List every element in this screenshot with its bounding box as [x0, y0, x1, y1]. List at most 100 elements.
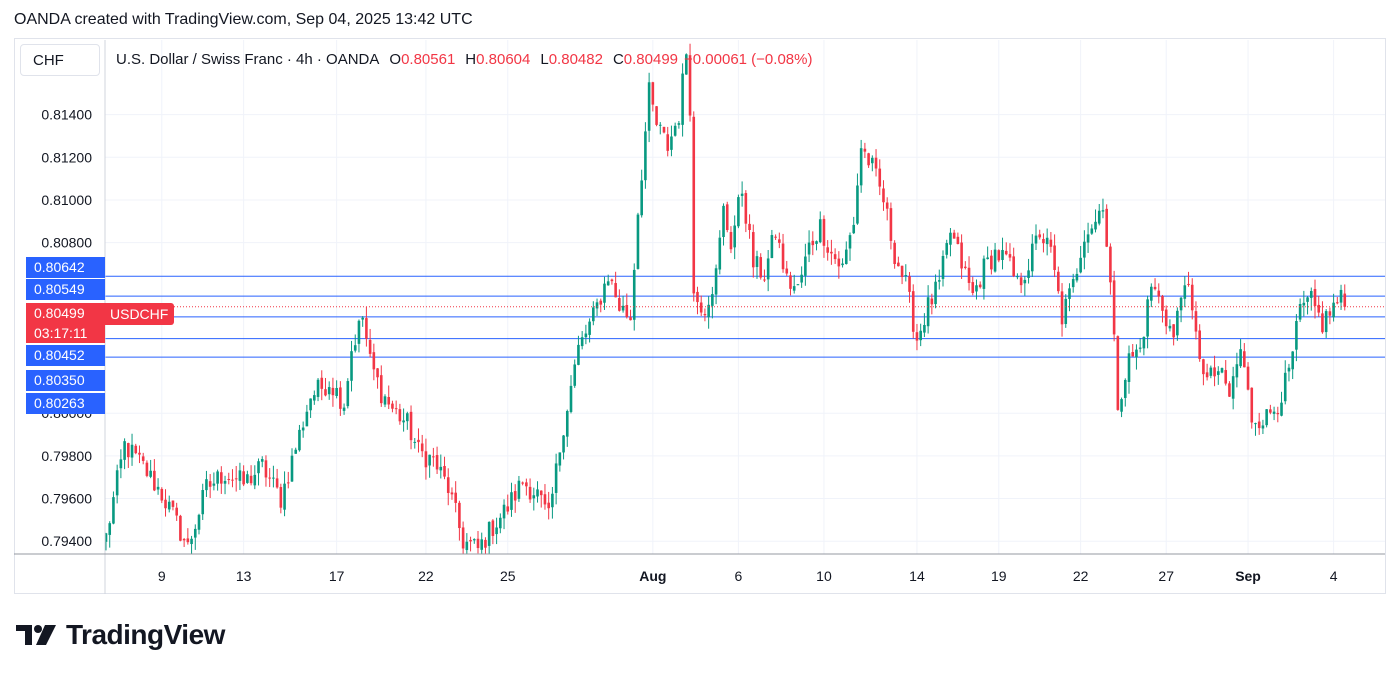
candle-body [990, 255, 993, 270]
candle-body [301, 427, 305, 431]
candle-body [692, 116, 696, 294]
candle [428, 454, 431, 478]
price-level-tag-3[interactable]: 0.80452 [26, 345, 105, 366]
candle-body [685, 54, 688, 75]
candle [1183, 276, 1187, 308]
price-level-tag-1[interactable]: 0.80642 [26, 257, 105, 278]
candle-body [1053, 245, 1056, 270]
candle [324, 377, 327, 397]
candle-body [551, 493, 554, 508]
candle [402, 408, 405, 432]
candle [365, 306, 368, 347]
candle-body [342, 407, 346, 411]
candle-body [525, 482, 528, 487]
price-level-tag-4[interactable]: 0.80350 [26, 370, 105, 391]
candle-body [279, 487, 283, 508]
candle-body [625, 304, 629, 318]
candle [1339, 284, 1343, 310]
y-tick-label: 0.81200 [41, 149, 92, 165]
x-tick-label: 4 [1330, 568, 1338, 584]
candle [1235, 352, 1239, 388]
candle-body [1228, 383, 1231, 397]
candle [160, 487, 164, 504]
candle [443, 456, 446, 480]
candle [818, 211, 822, 244]
candle [941, 250, 945, 287]
chart-frame[interactable] [14, 38, 1386, 594]
candle-body [934, 281, 937, 305]
candle-body [1254, 423, 1257, 425]
candle-body [1332, 302, 1335, 318]
candle [1060, 283, 1064, 337]
candle [417, 428, 420, 453]
candle-body [874, 157, 878, 169]
candle [766, 249, 770, 292]
candle-body [1001, 249, 1004, 260]
candle [264, 455, 268, 487]
candle [565, 409, 569, 447]
candle-body [856, 185, 859, 224]
candle-body [647, 82, 651, 131]
candle [1172, 324, 1175, 346]
candle-body [696, 291, 699, 303]
candle-body [1276, 412, 1280, 415]
candle-body [964, 266, 967, 268]
candle [629, 309, 632, 321]
candle [967, 256, 971, 291]
candle-body [193, 528, 197, 538]
candle-body [127, 443, 130, 458]
candle [1123, 378, 1127, 407]
candle [234, 466, 238, 492]
candle-body [1339, 289, 1343, 303]
candle-body [521, 482, 524, 484]
candle [309, 398, 312, 418]
candle [272, 465, 275, 488]
tradingview-logo[interactable]: TradingView [16, 619, 225, 651]
candle [249, 465, 253, 486]
price-level-tag-5[interactable]: 0.80263 [26, 393, 105, 414]
price-level-tag-2[interactable]: 0.80549 [26, 279, 105, 300]
candle [495, 517, 498, 545]
candle-body [331, 387, 335, 396]
candle [1324, 309, 1328, 338]
candle-body [242, 471, 245, 485]
candle [763, 269, 766, 283]
candle-body [558, 452, 562, 466]
candle [558, 452, 562, 472]
candle [1138, 337, 1142, 353]
candle [1045, 228, 1049, 256]
candle-body [487, 521, 491, 546]
candle [290, 448, 294, 483]
candle [476, 531, 480, 554]
candle [993, 242, 997, 273]
candle [502, 499, 506, 530]
candle [1146, 295, 1149, 349]
candle-body [298, 429, 301, 451]
candle-body [1269, 409, 1272, 413]
candle-body [1004, 250, 1008, 255]
candle-body [993, 249, 997, 272]
candlestick-chart[interactable]: 0.814000.812000.810000.808000.800000.798… [0, 0, 1400, 600]
candle [391, 400, 394, 413]
candle [298, 424, 301, 452]
candle [688, 43, 692, 122]
candle-body [982, 258, 986, 289]
candle [1276, 406, 1280, 423]
tradingview-logo-icon [16, 625, 56, 645]
candle-body [1265, 409, 1268, 426]
candle-body [1116, 336, 1120, 410]
candle-body [941, 255, 945, 279]
candle [904, 264, 908, 282]
candle [1153, 278, 1157, 291]
candle-body [781, 243, 785, 270]
candle [1280, 391, 1283, 417]
chart-attribution: OANDA created with TradingView.com, Sep … [14, 11, 473, 28]
last-price-tag[interactable]: 0.80499 [26, 303, 105, 324]
candle-body [1250, 387, 1254, 423]
candle [1243, 343, 1246, 368]
candle-body [766, 258, 770, 280]
currency-unit-button[interactable]: CHF [20, 44, 100, 76]
candle-body [1168, 325, 1172, 329]
candle [1120, 397, 1123, 418]
candle-body [651, 82, 655, 105]
